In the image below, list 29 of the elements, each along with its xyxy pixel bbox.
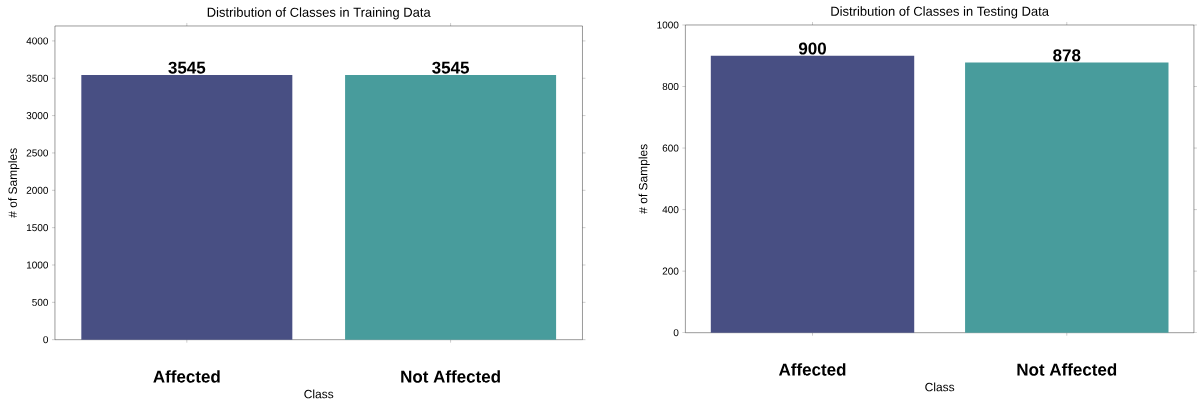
- x-tick-label: Not Affected: [1017, 363, 1117, 376]
- y-tick-label: 4000: [26, 37, 49, 45]
- x-tick-label: Not Affected: [401, 370, 500, 383]
- x-axis-title: Class: [304, 389, 334, 399]
- y-tick-label: 1500: [26, 224, 49, 232]
- chart-title: Distribution of Classes in Training Data: [207, 7, 431, 20]
- y-tick-label: 0: [43, 336, 49, 344]
- y-tick-label: 200: [662, 267, 679, 275]
- y-axis-title: # of Samples: [8, 148, 20, 218]
- y-tick-label: 2000: [26, 186, 49, 195]
- y-tick-label: 600: [662, 144, 679, 152]
- x-tick-label: Affected: [153, 370, 220, 383]
- y-tick-label: 3500: [26, 74, 49, 82]
- data-label: 900: [798, 42, 826, 55]
- y-tick-label: 2500: [26, 149, 49, 157]
- y-tick-label: 800: [662, 83, 679, 91]
- data-label: 3545: [432, 61, 470, 74]
- data-label: 3545: [168, 61, 206, 74]
- y-tick-label: 500: [32, 298, 49, 307]
- chart-title: Distribution of Classes in Testing Data: [831, 6, 1049, 19]
- x-tick-label: Affected: [778, 363, 846, 376]
- y-tick-label: 400: [662, 206, 679, 214]
- y-tick-label: 0: [673, 329, 679, 337]
- y-tick-label: 3000: [26, 112, 49, 120]
- x-axis-title: Class: [925, 382, 955, 392]
- y-tick-label: 1000: [657, 21, 679, 29]
- y-axis-title: # of Samples: [638, 144, 650, 214]
- y-tick-label: 1000: [26, 261, 49, 269]
- data-label: 878: [1053, 49, 1081, 62]
